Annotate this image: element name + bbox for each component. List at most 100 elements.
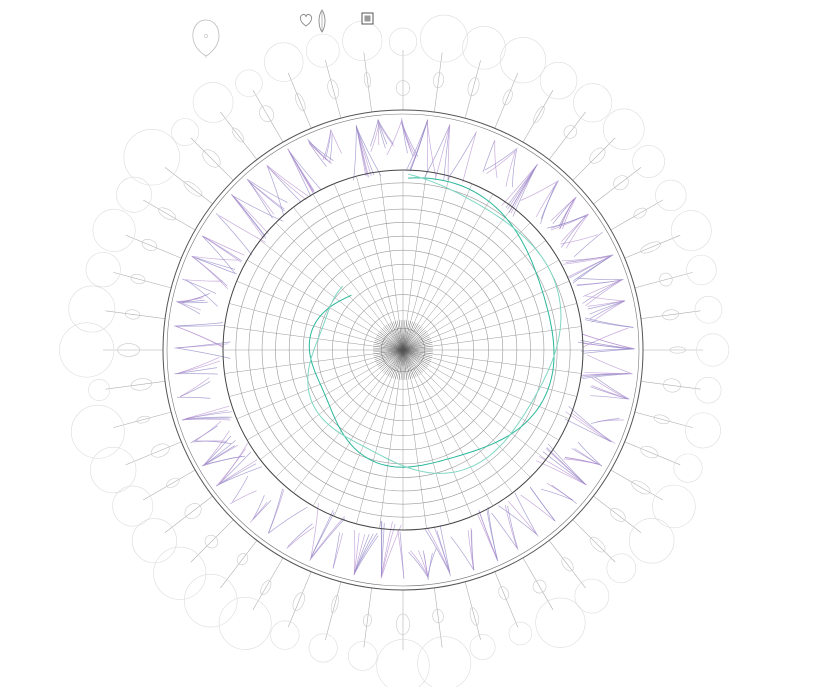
petal-stem <box>252 557 284 610</box>
root-bristle <box>192 256 229 290</box>
root-bristle <box>232 475 249 502</box>
center-spoke <box>386 324 404 351</box>
root-bristle <box>585 279 623 307</box>
root-bristle <box>547 443 586 485</box>
center-spoke <box>373 349 404 355</box>
center-spoke <box>393 321 404 351</box>
petal-bloom <box>305 33 340 68</box>
center-spoke <box>375 349 404 362</box>
root-bristle <box>330 129 342 154</box>
heart-outline-icon[interactable] <box>298 11 314 29</box>
petal-bloom <box>417 636 472 687</box>
petal-stem <box>190 519 234 563</box>
center-spoke <box>374 340 404 351</box>
root-bristle <box>470 528 474 569</box>
root-bristle <box>589 300 625 319</box>
center-spoke <box>384 349 404 374</box>
center-spoke <box>376 336 404 351</box>
petal-bud <box>533 106 545 124</box>
root-bristle <box>504 504 518 549</box>
center-spoke <box>396 349 404 380</box>
petal-bud <box>130 378 153 391</box>
petal-stem <box>634 272 693 289</box>
center-spoke <box>389 323 404 351</box>
petal-bud <box>563 125 578 139</box>
root-bristle <box>380 524 402 579</box>
petal-stem <box>494 72 519 129</box>
petal-bloom <box>694 376 722 404</box>
root-bristle <box>594 376 630 400</box>
petal-stem <box>105 310 166 319</box>
root-bristle <box>310 503 319 558</box>
center-spoke <box>402 349 423 373</box>
center-spoke <box>402 323 417 351</box>
root-bristle <box>268 488 283 534</box>
petal-bud <box>184 503 202 520</box>
petal-bud <box>136 415 150 424</box>
root-bristle <box>591 377 627 399</box>
root-bristle <box>571 412 616 444</box>
root-bristle <box>540 180 559 220</box>
center-spoke <box>383 327 404 351</box>
center-spoke <box>402 338 431 351</box>
root-bristle <box>487 506 498 560</box>
petal-bloom <box>68 285 116 333</box>
root-bristle <box>215 213 253 256</box>
root-bristle <box>583 348 635 354</box>
center-spoke <box>381 349 404 372</box>
petal-stem <box>252 90 284 143</box>
petal-bloom <box>342 20 383 61</box>
petal-bloom <box>632 145 665 178</box>
root-bristle <box>520 494 556 522</box>
root-bristle <box>266 165 284 216</box>
grid-spoke <box>402 176 450 351</box>
petal-bud <box>640 241 661 254</box>
center-spoke <box>377 349 404 367</box>
leaf-outline-icon[interactable] <box>316 8 328 34</box>
center-spoke <box>402 349 419 377</box>
root-bristle <box>381 521 393 576</box>
center-spoke <box>402 322 415 351</box>
petal-bud <box>467 77 480 97</box>
root-bristle <box>568 406 612 442</box>
root-bristle <box>540 488 574 501</box>
root-bristle <box>559 198 575 230</box>
center-spoke <box>402 327 423 351</box>
petal-stem <box>325 60 342 119</box>
center-spoke <box>402 349 430 366</box>
petal-bud <box>502 89 513 106</box>
root-bristle <box>572 255 612 284</box>
petal-bloom <box>685 412 721 449</box>
petal-stem <box>143 469 196 501</box>
root-bristle <box>179 381 211 398</box>
root-bristle <box>203 430 230 466</box>
root-bristle <box>397 530 405 578</box>
grid-square-icon[interactable] <box>361 12 374 25</box>
petal-bloom <box>499 37 547 84</box>
root-bristle <box>545 448 587 486</box>
root-bristle <box>308 142 333 164</box>
root-bristle <box>353 126 357 181</box>
root-bristle <box>447 132 477 180</box>
petal-bloom <box>694 296 723 324</box>
root-bristle <box>380 523 396 578</box>
petal-bloom <box>123 128 180 186</box>
root-bristle <box>426 122 437 177</box>
petal-stem <box>164 167 213 205</box>
root-bristle <box>582 327 629 348</box>
petal-bloom <box>603 108 645 150</box>
petal-stem <box>363 52 372 113</box>
root-bristle <box>195 257 237 275</box>
root-bristle <box>564 457 599 465</box>
root-bristle <box>176 301 201 315</box>
petal-bud <box>396 80 410 96</box>
center-spoke <box>387 349 404 377</box>
center-spoke <box>402 349 406 380</box>
root-bristle <box>410 550 429 576</box>
root-bristle <box>520 180 559 201</box>
root-bristle <box>585 295 625 302</box>
center-spoke <box>373 343 404 351</box>
root-bristle <box>514 492 537 535</box>
root-bristle <box>248 180 273 219</box>
